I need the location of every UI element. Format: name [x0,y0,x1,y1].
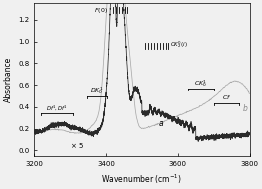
Text: $\times$ 5: $\times$ 5 [69,141,83,149]
Text: $Cf$: $Cf$ [221,93,231,101]
Y-axis label: Absorbance: Absorbance [3,57,13,102]
Text: $DK_0^1$: $DK_0^1$ [90,85,104,96]
X-axis label: Wavenumber (cm$^{-1}$): Wavenumber (cm$^{-1}$) [101,172,182,186]
Text: $CK_2^0(i)$: $CK_2^0(i)$ [170,39,188,50]
Text: b: b [243,104,248,113]
Text: $CK_0^1$: $CK_0^1$ [194,78,207,89]
Text: $Df^1,Df^1$: $Df^1,Df^1$ [46,103,68,112]
Text: a: a [159,119,164,128]
Text: $F(0)$: $F(0)$ [94,6,108,15]
